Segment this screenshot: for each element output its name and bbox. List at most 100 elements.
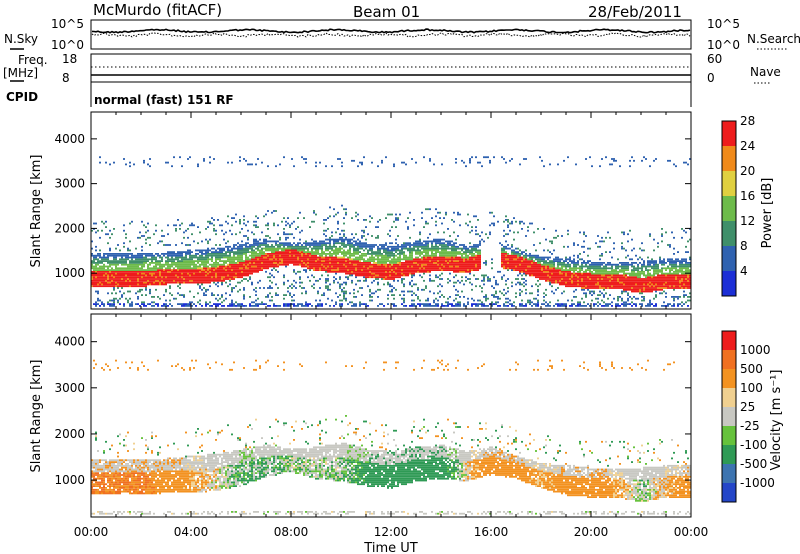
power-cell — [207, 265, 209, 268]
power-cell — [369, 249, 371, 252]
power-cell — [433, 245, 435, 248]
power-cell — [143, 274, 145, 277]
power-cell — [465, 269, 467, 271]
power-cell — [391, 254, 393, 257]
power-cell — [455, 260, 457, 262]
power-cell — [101, 272, 103, 275]
power-cell — [391, 253, 393, 255]
power-cell — [121, 254, 123, 257]
power-cell — [549, 279, 551, 282]
power-cell — [327, 260, 329, 262]
power-cell — [427, 297, 429, 300]
power-cell — [503, 265, 505, 268]
power-cell — [157, 279, 159, 282]
power-cell — [101, 276, 103, 279]
power-cell — [95, 269, 97, 271]
power-cell — [393, 294, 395, 296]
power-cell — [117, 270, 119, 273]
power-cell — [505, 256, 507, 259]
power-cell — [131, 305, 133, 307]
power-cell — [349, 256, 351, 259]
power-cell — [449, 262, 451, 264]
power-cell — [387, 260, 389, 262]
power-cell — [211, 256, 213, 259]
power-cell — [357, 263, 359, 266]
power-cell — [341, 270, 343, 273]
power-cell — [351, 253, 353, 255]
power-cell — [125, 163, 127, 166]
power-cell — [373, 258, 375, 261]
power-cell — [333, 245, 335, 248]
power-cell — [179, 228, 181, 230]
power-cell — [513, 231, 515, 234]
power-cell — [339, 245, 341, 248]
power-cell — [375, 272, 377, 275]
power-cell — [425, 253, 427, 255]
power-cell — [95, 276, 97, 279]
power-cell — [185, 265, 187, 268]
power-cell — [441, 272, 443, 275]
power-cell — [473, 253, 475, 255]
power-cell — [103, 254, 105, 257]
power-cell — [101, 265, 103, 268]
power-cell — [233, 274, 235, 277]
power-cell — [537, 288, 539, 291]
power-cell — [243, 219, 245, 221]
power-cell — [99, 279, 101, 282]
power-cell — [557, 256, 559, 259]
power-cell — [357, 262, 359, 264]
power-cell — [379, 288, 381, 291]
nsearch-right-tick-bottom: 10^0 — [707, 38, 740, 52]
power-cell — [455, 158, 457, 160]
power-cell — [459, 260, 461, 262]
power-cell — [505, 283, 507, 286]
power-cell — [233, 245, 235, 248]
power-cell — [367, 258, 369, 261]
power-cell — [139, 274, 141, 277]
power-cell — [365, 267, 367, 270]
power-cell — [327, 249, 329, 252]
power-cell — [331, 245, 333, 248]
power-cell — [455, 247, 457, 250]
power-cell — [479, 299, 481, 302]
power-cell — [317, 253, 319, 255]
power-cell — [239, 159, 241, 162]
power-cell — [135, 260, 137, 262]
power-cell — [97, 283, 99, 286]
power-cell — [103, 253, 105, 255]
power-cell — [527, 269, 529, 271]
power-cell — [555, 276, 557, 279]
power-cell — [487, 278, 489, 280]
power-cell — [167, 224, 169, 227]
power-cell — [431, 242, 433, 245]
power-cell — [117, 269, 119, 271]
power-cell — [141, 262, 143, 264]
power-cell — [213, 224, 215, 227]
cpid-label: CPID — [6, 90, 38, 104]
power-cell — [187, 279, 189, 282]
power-cell — [147, 303, 149, 305]
power-cell — [119, 269, 121, 271]
power-cell — [381, 276, 383, 279]
power-cell — [429, 254, 431, 257]
power-cell — [405, 163, 407, 166]
power-cell — [415, 267, 417, 270]
power-cell — [103, 283, 105, 286]
power-cell — [549, 305, 551, 307]
power-cell — [295, 263, 297, 266]
power-cell — [145, 279, 147, 282]
power-cell — [529, 301, 531, 304]
power-cell — [371, 249, 373, 252]
power-cell — [479, 260, 481, 262]
power-cell — [217, 256, 219, 259]
power-cell — [251, 270, 253, 273]
power-cell — [177, 285, 179, 288]
power-cell — [253, 260, 255, 262]
power-cell — [395, 265, 397, 268]
power-cell — [507, 244, 509, 246]
power-cell — [427, 249, 429, 252]
power-cell — [313, 254, 315, 257]
power-cell — [155, 278, 157, 280]
power-cell — [255, 263, 257, 266]
power-cell — [309, 256, 311, 259]
